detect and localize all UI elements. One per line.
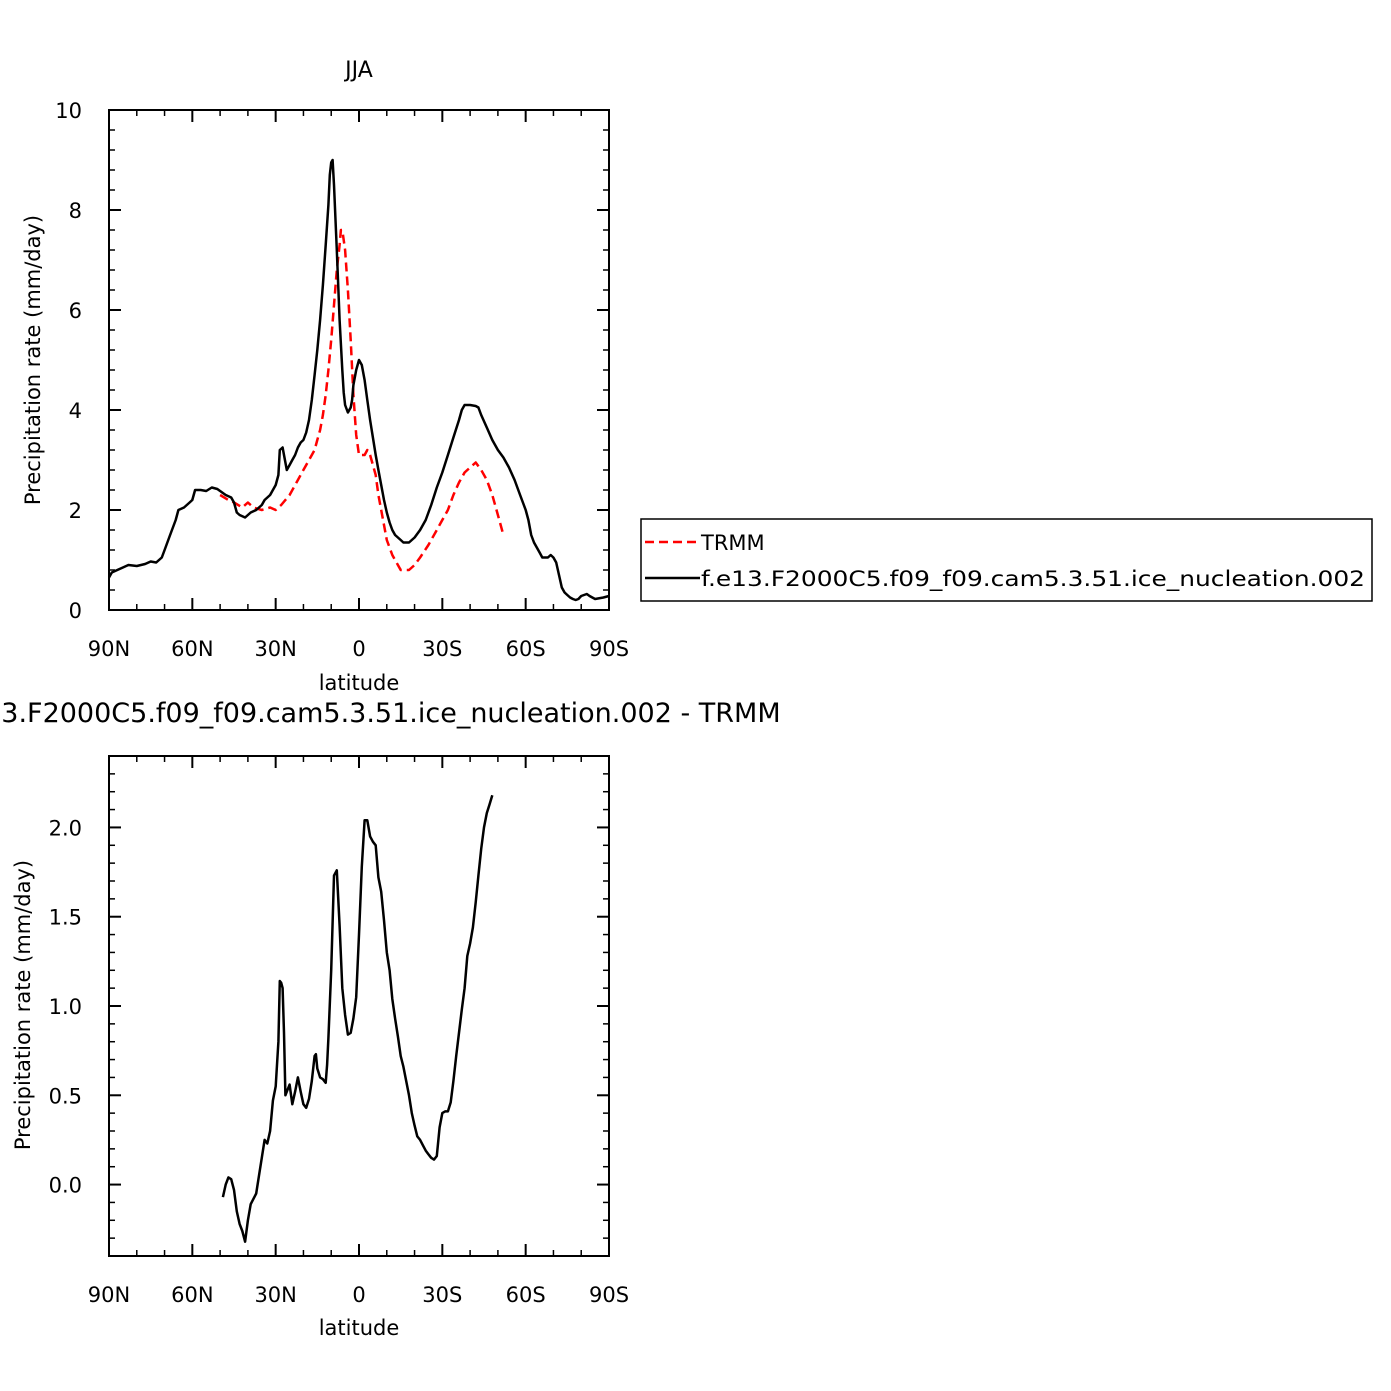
legend-label-trmm: TRMM — [700, 531, 765, 555]
panel-bottom-xlabel: latitude — [319, 1316, 400, 1340]
x-tick-label: 0 — [352, 1283, 365, 1307]
y-tick-label: 2.0 — [49, 816, 82, 840]
legend: TRMM f.e13.F2000C5.f09_f09.cam5.3.51.ice… — [640, 518, 1373, 602]
panel-bottom-series — [221, 794, 494, 1243]
x-tick-label: 0 — [352, 637, 365, 661]
panel-bottom-title: f.e13.F2000C5.f09_f09.cam5.3.51.ice_nucl… — [0, 698, 781, 729]
panel-bottom-plot-frame — [108, 755, 610, 1257]
x-tick-label: 30N — [254, 1283, 296, 1307]
x-tick-label: 30S — [422, 1283, 462, 1307]
y-tick-label: 6 — [69, 299, 82, 323]
y-tick-label: 1.0 — [49, 995, 82, 1019]
legend-box — [640, 518, 1373, 602]
y-tick-label: 0.0 — [49, 1174, 82, 1198]
x-tick-label: 30S — [422, 637, 462, 661]
panel-top: JJA Precipitation rate (mm/day) latitude… — [21, 58, 629, 695]
panel-top-y-ticks: 0 2 4 6 8 10 — [55, 99, 609, 623]
x-tick-label: 60N — [171, 637, 213, 661]
panel-bottom-ylabel: Precipitation rate (mm/day) — [11, 860, 35, 1150]
x-tick-label: 60S — [506, 637, 546, 661]
y-tick-label: 0 — [69, 599, 82, 623]
panel-top-xlabel: latitude — [319, 671, 400, 695]
series-line-1 — [107, 158, 610, 602]
x-tick-label: 60S — [506, 1283, 546, 1307]
legend-label-model: f.e13.F2000C5.f09_f09.cam5.3.51.ice_nucl… — [701, 567, 1365, 592]
panel-top-series — [107, 158, 610, 602]
panel-bottom-y-ticks: 0.0 0.5 1.0 1.5 2.0 — [49, 755, 609, 1257]
y-tick-label: 10 — [55, 99, 82, 123]
x-tick-label: 60N — [171, 1283, 213, 1307]
series-line-0 — [219, 228, 505, 572]
x-tick-label: 90S — [589, 637, 629, 661]
y-tick-label: 8 — [69, 199, 82, 223]
panel-top-plot-frame — [108, 109, 610, 611]
x-tick-label: 90N — [88, 637, 130, 661]
y-tick-label: 2 — [69, 499, 82, 523]
panel-bottom: f.e13.F2000C5.f09_f09.cam5.3.51.ice_nucl… — [0, 698, 781, 1340]
series-line-0 — [221, 794, 494, 1243]
y-tick-label: 0.5 — [49, 1084, 82, 1108]
panel-top-title: JJA — [343, 58, 373, 83]
panel-top-x-ticks: 90N 60N 30N 0 30S 60S 90S — [88, 110, 629, 661]
x-tick-label: 30N — [254, 637, 296, 661]
y-tick-label: 4 — [69, 399, 82, 423]
x-tick-label: 90N — [88, 1283, 130, 1307]
x-tick-label: 90S — [589, 1283, 629, 1307]
panel-top-ylabel: Precipitation rate (mm/day) — [21, 215, 45, 505]
panel-bottom-x-ticks: 90N 60N 30N 0 30S 60S 90S — [88, 756, 629, 1307]
y-tick-label: 1.5 — [49, 906, 82, 930]
